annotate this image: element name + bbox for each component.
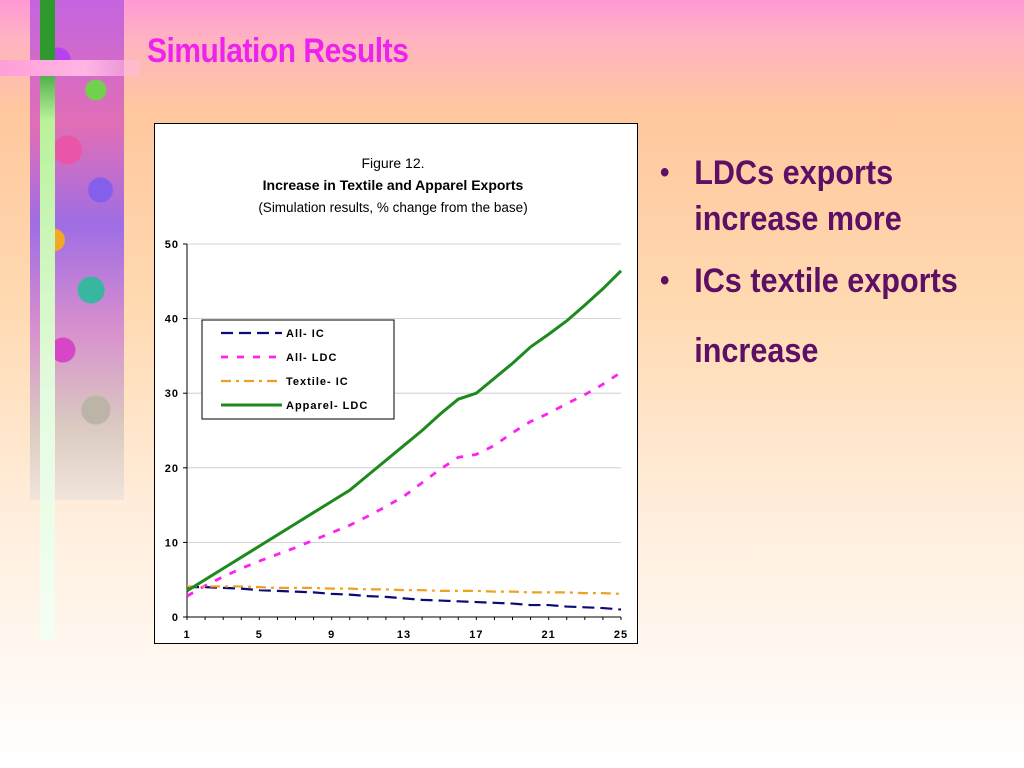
axes <box>183 243 622 620</box>
x-tick-label: 1 <box>183 629 190 641</box>
bullet-text: ICs textile exports increase <box>694 262 958 370</box>
series-line-apparel-ldc <box>186 269 623 593</box>
decorative-vertical-bar <box>40 0 55 640</box>
line-chart: Figure 12. Increase in Textile and Appar… <box>165 155 628 641</box>
legend: All- IC All- LDC Textile- IC Apparel- LDC <box>201 319 395 420</box>
bullet-list: • LDCs exports increase more • ICs texti… <box>660 150 1020 386</box>
y-tick-label: 30 <box>165 388 179 400</box>
series-lines <box>186 269 623 611</box>
bullet-item: • LDCs exports increase more <box>660 150 984 242</box>
x-tick-label: 25 <box>614 629 628 641</box>
legend-box <box>201 319 395 420</box>
chart-subtitle: (Simulation results, % change from the b… <box>258 200 527 215</box>
x-tick-label: 9 <box>328 629 335 641</box>
y-tick-labels: 0 10 20 30 40 50 <box>165 239 179 624</box>
x-tick-label: 13 <box>397 629 411 641</box>
x-tick-label: 17 <box>469 629 483 641</box>
y-tick-label: 20 <box>165 463 179 475</box>
chart-panel: Figure 12. Increase in Textile and Appar… <box>154 123 638 644</box>
figure-label: Figure 12. <box>361 155 424 171</box>
slide-title: Simulation Results <box>147 32 409 70</box>
y-tick-label: 40 <box>165 314 179 326</box>
legend-label: Textile- IC <box>286 376 349 388</box>
y-tick-label: 0 <box>172 612 179 624</box>
bullet-dot: • <box>660 264 670 297</box>
bullet-text: LDCs exports increase more <box>694 154 902 238</box>
legend-label: Apparel- LDC <box>286 400 368 412</box>
series-line-all-ic <box>187 586 622 611</box>
decorative-horizontal-bar <box>0 60 140 76</box>
y-tick-label: 50 <box>165 239 179 251</box>
legend-label: All- IC <box>286 328 325 340</box>
x-tick-label: 5 <box>256 629 263 641</box>
legend-label: All- LDC <box>286 352 337 364</box>
y-tick-label: 10 <box>165 537 179 549</box>
x-tick-label: 21 <box>542 629 556 641</box>
x-tick-labels: 1 5 9 13 17 21 25 <box>183 629 628 641</box>
series-line-textile-ic <box>187 585 622 595</box>
series-line-all-ldc <box>186 371 622 598</box>
bullet-dot: • <box>660 156 670 189</box>
bullet-item: • ICs textile exports increase <box>660 246 984 386</box>
chart-title: Increase in Textile and Apparel Exports <box>263 177 524 193</box>
